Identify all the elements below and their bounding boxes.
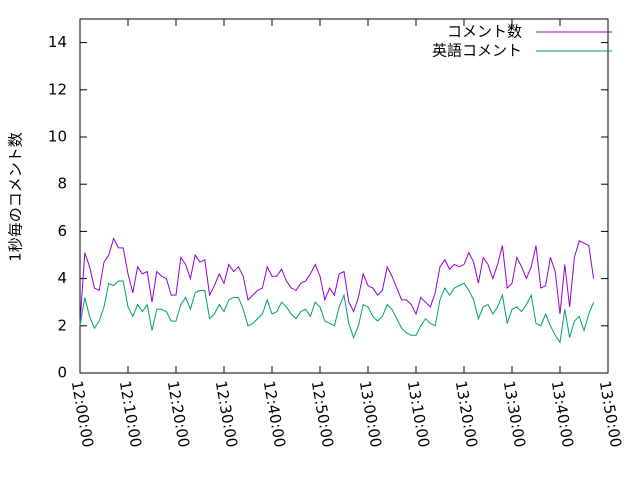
series-line bbox=[79, 237, 595, 324]
plot-border bbox=[79, 18, 609, 374]
y-tick-label: 4 bbox=[57, 269, 67, 287]
legend-label: コメント数 bbox=[447, 23, 522, 41]
series-line bbox=[79, 280, 595, 344]
y-tick-label: 10 bbox=[48, 128, 67, 146]
y-axis-label: 1秒毎のコメント数 bbox=[7, 132, 25, 262]
y-tick-label: 2 bbox=[57, 316, 67, 334]
legend-label: 英語コメント bbox=[432, 42, 522, 60]
y-tick-label: 8 bbox=[57, 175, 67, 193]
y-tick-label: 6 bbox=[57, 222, 67, 240]
y-tick-label: 12 bbox=[48, 80, 67, 98]
y-tick-label: 14 bbox=[48, 33, 67, 51]
y-tick-label: 0 bbox=[57, 364, 67, 382]
